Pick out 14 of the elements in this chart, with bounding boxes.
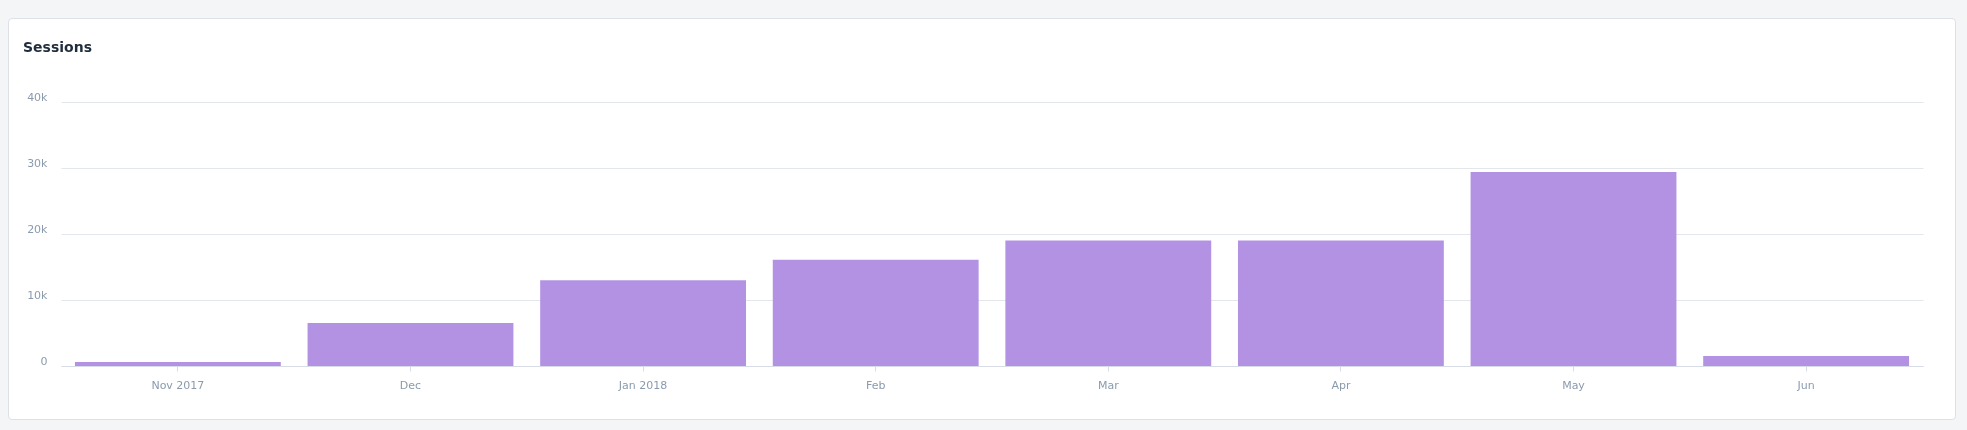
y-tick-label: 30k bbox=[27, 156, 49, 170]
x-tick-label: Jan 2018 bbox=[617, 378, 668, 392]
x-tick-label: Jun bbox=[1796, 378, 1815, 392]
x-tick-label: May bbox=[1562, 378, 1586, 392]
x-tick-label: Apr bbox=[1331, 378, 1351, 392]
y-tick-label: 20k bbox=[27, 222, 49, 236]
x-tick-label: Nov 2017 bbox=[151, 378, 205, 392]
x-tick-label: Mar bbox=[1097, 378, 1120, 392]
x-tick-label: Dec bbox=[399, 378, 422, 392]
x-tick-label: Feb bbox=[865, 378, 886, 392]
y-tick-label: 40k bbox=[27, 90, 49, 104]
y-tick-label: 0 bbox=[40, 354, 48, 368]
chart-title: Sessions bbox=[23, 39, 92, 55]
y-tick-label: 10k bbox=[27, 288, 49, 302]
